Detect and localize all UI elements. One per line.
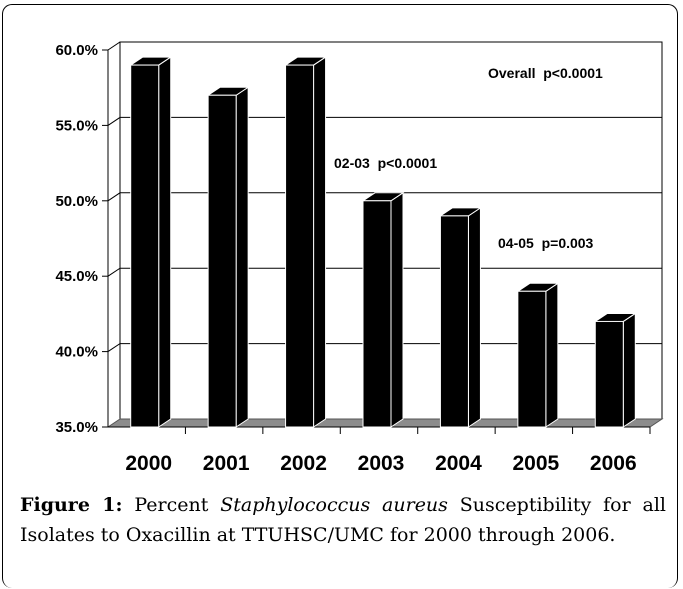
bar-side <box>467 206 481 428</box>
x-tick-label: 2004 <box>435 452 482 475</box>
gridline <box>107 41 662 51</box>
bar-front <box>594 320 624 428</box>
y-tick-label: 35.0% <box>55 419 98 436</box>
bar-2006 <box>593 312 637 428</box>
y-tick-label: 60.0% <box>55 42 98 59</box>
annotation-overall: Overall p<0.0001 <box>488 65 603 81</box>
figure-label: Figure 1: <box>20 494 123 516</box>
bar-side <box>390 191 404 428</box>
x-tick-label: 2005 <box>512 452 559 475</box>
caption-text-after: Susceptibility for all Isolates to Oxaci… <box>20 494 666 546</box>
y-tick-label: 45.0% <box>55 268 98 285</box>
bar-chart: 35.0%40.0%45.0%50.0%55.0%60.0% 2000 2001 2… <box>55 41 664 475</box>
bars <box>129 56 637 428</box>
bar-side <box>545 282 559 428</box>
bar-2000 <box>129 56 173 428</box>
bar-2001 <box>206 86 250 428</box>
bar-front <box>130 64 160 428</box>
x-tick-label: 2000 <box>125 452 172 475</box>
bar-front <box>207 94 237 428</box>
bar-side <box>622 312 636 428</box>
y-tick-label: 40.0% <box>55 344 98 361</box>
x-tick-label: 2003 <box>358 452 405 475</box>
gridline <box>107 116 662 126</box>
caption-species: Staphylococcus aureus <box>220 494 448 516</box>
bar-front <box>439 215 469 428</box>
x-tick-label: 2002 <box>280 452 327 475</box>
bar-2003 <box>361 191 405 428</box>
bar-side <box>158 56 172 428</box>
x-tick-label: 2006 <box>590 452 637 475</box>
bar-front <box>285 64 315 428</box>
y-axis-ticks: 35.0% 40.0% 45.0% 50.0% 55.0% 60.0% <box>55 42 108 436</box>
caption-text-before: Percent <box>122 494 221 516</box>
bar-side <box>313 56 327 428</box>
figure-caption: Figure 1: Percent Staphylococcus aureus … <box>20 490 666 550</box>
bar-side <box>235 86 249 428</box>
x-tick-label: 2001 <box>203 452 250 475</box>
y-tick-label: 50.0% <box>55 193 98 210</box>
bar-front <box>362 200 392 428</box>
x-axis-ticks: 2000 2001 2002 2003 2004 2005 2006 <box>125 427 651 475</box>
y-tick-label: 55.0% <box>55 117 98 134</box>
bar-front <box>517 290 547 428</box>
bar-2002 <box>283 56 328 428</box>
bar-2005 <box>516 282 560 428</box>
figure-frame <box>2 4 678 588</box>
bar-2004 <box>438 206 483 428</box>
annotation-02-03: 02-03 p<0.0001 <box>334 155 437 171</box>
annotation-04-05: 04-05 p=0.003 <box>498 235 594 251</box>
